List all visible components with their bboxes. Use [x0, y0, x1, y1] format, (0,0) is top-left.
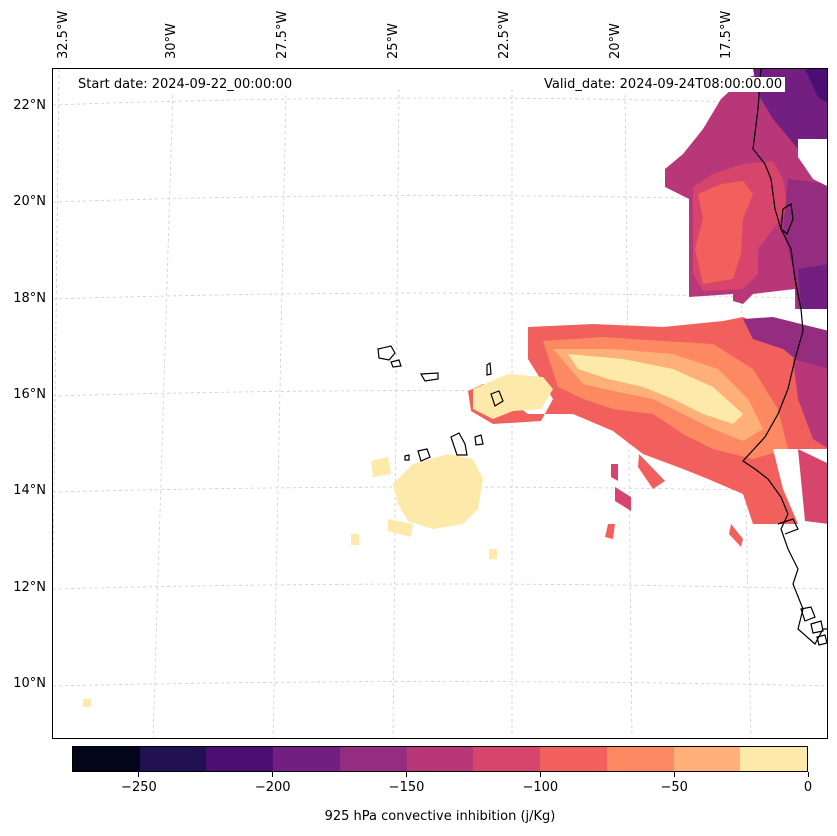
- start-date-annotation: Start date: 2024-09-22_00:00:00: [75, 77, 296, 92]
- contour-cv-small-3: [489, 549, 497, 559]
- colorbar-tick: [272, 772, 274, 777]
- colorbar-tick-label: −200: [254, 780, 291, 795]
- cape-verde-santo-antao: [377, 345, 396, 361]
- lon-label-25w: 25°W: [386, 23, 401, 59]
- gridline-lat-16: [53, 390, 827, 397]
- cape-verde-brava: [404, 454, 410, 461]
- bijagos-island-2: [816, 634, 827, 646]
- contour-spot-3: [615, 487, 631, 511]
- lat-label-18n: 18°N: [13, 291, 46, 306]
- contour-band-west: [473, 374, 553, 419]
- colorbar-label: 925 hPa convective inhibition (j/Kg): [324, 809, 556, 824]
- contour-band-east-dark: [743, 317, 827, 388]
- contour-band-south: [798, 449, 827, 524]
- contour-cv-small-4: [83, 699, 91, 707]
- cape-verde-santiago: [450, 432, 468, 456]
- africa-coastline: [742, 69, 827, 645]
- gambia-coast: [777, 518, 799, 535]
- valid-date-annotation: Valid_date: 2024-09-24T08:00:00.00: [541, 77, 786, 92]
- colorbar-segment-5: [406, 747, 474, 771]
- coastlines: [377, 69, 827, 646]
- gridline-lon-30: [152, 88, 174, 738]
- colorbar-segment-1: [139, 747, 207, 771]
- cape-verde-sao-vicente: [390, 359, 402, 368]
- contour-cv-west: [371, 457, 391, 477]
- contour-cv-south: [393, 454, 483, 529]
- cape-verde-sal: [486, 361, 492, 376]
- graticule: [53, 69, 827, 738]
- gridline-lat-20: [53, 195, 827, 203]
- gridline-lat-10: [53, 681, 827, 687]
- contour-north-darkest: [805, 69, 827, 103]
- colorbar-segment-7: [540, 747, 607, 771]
- colorbar-segment-6: [473, 747, 541, 771]
- contour-north-east-dark: [798, 264, 827, 309]
- cape-verde-boa-vista: [490, 390, 504, 407]
- gridline-lat-14: [53, 486, 827, 493]
- cape-verde-fogo: [417, 448, 431, 462]
- lat-label-10n: 10°N: [13, 676, 46, 691]
- lon-label-27-5w: 27.5°W: [275, 10, 290, 59]
- lon-label-22-5w: 22.5°W: [497, 10, 512, 59]
- cape-verde-maio: [474, 434, 484, 446]
- colorbar-tick: [138, 772, 140, 777]
- colorbar-segment-10: [740, 747, 808, 771]
- colorbar-tick-label: −250: [121, 780, 157, 795]
- contour-spot-4: [605, 524, 615, 539]
- gridline-lat-18: [53, 292, 827, 300]
- contour-gap: [798, 139, 827, 186]
- colorbar-tick: [406, 772, 408, 777]
- lat-label-22n: 22°N: [13, 98, 46, 113]
- contour-north-inner: [695, 181, 753, 284]
- colorbar-segment-3: [273, 747, 340, 771]
- contour-spot-1: [638, 454, 665, 489]
- lon-label-20w: 20°W: [608, 23, 623, 59]
- bijagos-island-1: [810, 620, 824, 634]
- colorbar-segment-0: [73, 747, 140, 771]
- contour-band-east-mid: [793, 359, 827, 448]
- cin-contours: [83, 69, 827, 707]
- lon-label-32-5w: 32.5°W: [56, 10, 71, 59]
- contour-spot-2: [611, 464, 618, 481]
- colorbar: [72, 746, 808, 772]
- cape-verde-sao-nicolau: [419, 372, 439, 382]
- colorbar-segment-2: [206, 747, 274, 771]
- lon-label-30w: 30°W: [164, 23, 179, 59]
- gridline-lat-12: [53, 583, 827, 590]
- contour-band-lightest: [568, 354, 743, 424]
- lat-label-16n: 16°N: [13, 387, 46, 402]
- gridline-lon-27-5: [272, 88, 287, 738]
- colorbar-segment-8: [606, 747, 674, 771]
- guinea-bissau-islands: [800, 606, 816, 622]
- lat-label-20n: 20°N: [13, 194, 46, 209]
- colorbar-segment-4: [339, 747, 407, 771]
- dakhla-peninsula: [780, 202, 794, 235]
- colorbar-tick-label: −150: [388, 780, 425, 795]
- colorbar-tick: [807, 772, 809, 777]
- contour-spot-5: [729, 524, 743, 547]
- gridline-lon-32-5: [53, 69, 60, 606]
- gridline-lat-22: [53, 97, 827, 106]
- contour-cv-small-1: [388, 519, 413, 537]
- colorbar-tick-label: −50: [660, 780, 688, 795]
- map-canvas: [53, 69, 827, 738]
- colorbar-segment-9: [673, 747, 741, 771]
- lat-label-14n: 14°N: [13, 483, 46, 498]
- colorbar-tick-label: 0: [803, 780, 813, 795]
- gridline-lon-25: [392, 88, 400, 738]
- contour-cv-small-2: [351, 534, 359, 545]
- colorbar-tick: [539, 772, 541, 777]
- map-panel: [52, 68, 828, 739]
- lat-label-12n: 12°N: [13, 580, 46, 595]
- lon-label-17-5w: 17.5°W: [719, 10, 734, 59]
- colorbar-tick-label: −100: [522, 780, 559, 795]
- colorbar-tick: [673, 772, 675, 777]
